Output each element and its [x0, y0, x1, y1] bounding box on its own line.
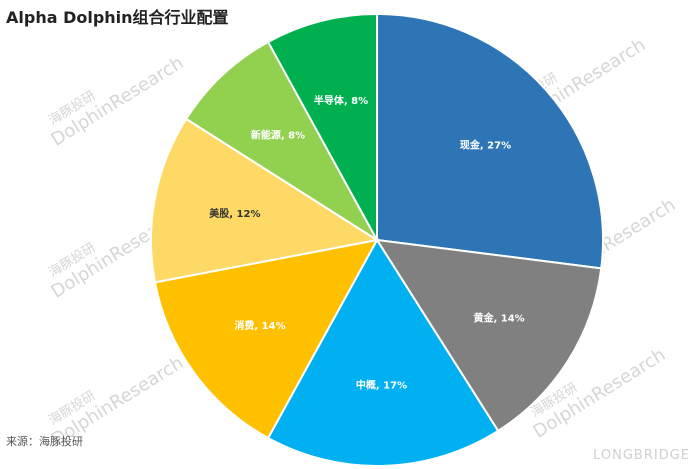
- pie-slice-5: [184, 40, 378, 241]
- slice-label-3: 消费, 14%: [234, 319, 285, 332]
- pie-slice-0: [376, 12, 604, 270]
- pie-slice-3: [153, 238, 379, 440]
- slice-label-5: 新能源, 8%: [251, 129, 305, 142]
- slice-label-0: 现金, 27%: [460, 138, 511, 151]
- slice-label-2: 中概, 17%: [356, 379, 407, 392]
- chart-title: Alpha Dolphin组合行业配置: [6, 8, 229, 27]
- pie-slice-1: [375, 238, 603, 433]
- pie-slice-6: [266, 12, 378, 241]
- source-note: 来源：海豚投研: [6, 435, 83, 448]
- slice-label-1: 黄金, 14%: [473, 312, 524, 325]
- pie-slice-2: [266, 238, 500, 467]
- pie-slice-4: [150, 117, 380, 284]
- slice-label-6: 半导体, 8%: [314, 94, 368, 107]
- slice-label-4: 美股, 12%: [209, 207, 260, 220]
- longbridge-watermark: LONGBRIDGE: [593, 448, 690, 463]
